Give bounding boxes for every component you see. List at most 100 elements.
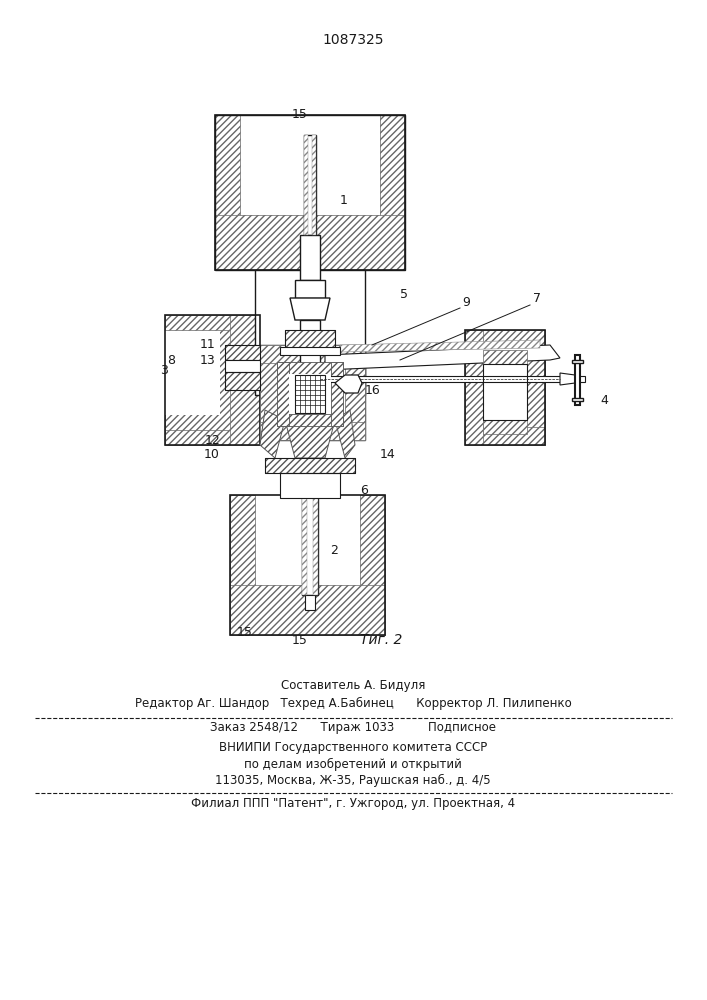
Bar xyxy=(295,375,325,413)
Bar xyxy=(215,115,240,270)
Bar xyxy=(300,320,320,390)
Bar xyxy=(255,270,277,395)
Text: 4: 4 xyxy=(600,393,608,406)
Text: 15: 15 xyxy=(237,626,253,639)
Text: Филиал ППП "Патент", г. Ужгород, ул. Проектная, 4: Филиал ППП "Патент", г. Ужгород, ул. Про… xyxy=(191,796,515,810)
Text: Заказ 2548/12      Тираж 1033         Подписное: Заказ 2548/12 Тираж 1033 Подписное xyxy=(210,722,496,734)
Text: 1087325: 1087325 xyxy=(322,33,384,47)
Bar xyxy=(230,495,255,635)
Bar xyxy=(313,420,318,595)
Bar xyxy=(277,290,343,375)
Bar xyxy=(165,430,260,445)
Bar xyxy=(225,372,260,390)
Text: 13: 13 xyxy=(199,354,215,366)
Text: 14: 14 xyxy=(380,448,396,462)
Text: 8: 8 xyxy=(167,354,175,366)
Text: 5: 5 xyxy=(400,288,408,302)
Polygon shape xyxy=(335,375,362,393)
Bar xyxy=(260,345,280,440)
Text: 9: 9 xyxy=(462,296,470,308)
Bar xyxy=(265,458,355,473)
Bar xyxy=(304,135,316,235)
Bar xyxy=(465,330,545,445)
Bar xyxy=(215,115,405,270)
Bar xyxy=(295,280,325,298)
Bar xyxy=(225,372,260,390)
Bar xyxy=(345,345,365,440)
Text: 15: 15 xyxy=(292,634,308,647)
Bar xyxy=(277,362,289,426)
Text: 1: 1 xyxy=(340,194,348,207)
Text: 16: 16 xyxy=(365,383,381,396)
Bar xyxy=(255,270,365,290)
Bar xyxy=(277,414,343,426)
Bar xyxy=(572,398,583,401)
Bar xyxy=(302,420,318,595)
Bar xyxy=(285,330,335,348)
Bar xyxy=(225,345,260,360)
Bar xyxy=(360,495,385,635)
Text: Τиг. 2: Τиг. 2 xyxy=(360,633,402,647)
Bar xyxy=(255,270,365,395)
Text: ВНИИПИ Государственного комитета СССР: ВНИИПИ Государственного комитета СССР xyxy=(219,742,487,754)
Bar xyxy=(483,364,527,420)
Bar xyxy=(312,135,316,235)
Bar xyxy=(265,458,355,473)
Text: по делам изобретений и открытий: по делам изобретений и открытий xyxy=(244,757,462,771)
Bar xyxy=(302,420,307,595)
Polygon shape xyxy=(260,345,365,440)
Bar xyxy=(165,315,260,330)
Text: 11: 11 xyxy=(199,338,215,352)
Bar xyxy=(465,330,545,445)
Bar xyxy=(277,362,343,374)
Bar xyxy=(483,350,527,364)
Bar xyxy=(230,495,385,635)
Bar xyxy=(215,115,405,270)
Bar xyxy=(575,355,580,405)
Bar xyxy=(289,374,331,414)
Text: Составитель А. Бидуля: Составитель А. Бидуля xyxy=(281,678,425,692)
Bar xyxy=(305,595,315,610)
Bar xyxy=(343,270,365,395)
Bar xyxy=(165,315,260,445)
Bar xyxy=(331,362,343,426)
Text: 7: 7 xyxy=(533,292,541,304)
Bar xyxy=(465,330,483,445)
Bar xyxy=(230,315,260,445)
Bar xyxy=(255,375,365,395)
Bar xyxy=(260,345,365,363)
Bar xyxy=(465,330,545,348)
Text: 6: 6 xyxy=(360,484,368,496)
Bar xyxy=(255,495,360,585)
Text: 12: 12 xyxy=(204,434,220,446)
Text: 10: 10 xyxy=(204,448,220,462)
Polygon shape xyxy=(560,373,575,385)
Bar xyxy=(165,315,260,445)
Bar xyxy=(280,347,340,355)
Polygon shape xyxy=(260,410,285,458)
Text: Редактор Аг. Шандор   Техред А.Бабинец      Корректор Л. Пилипенко: Редактор Аг. Шандор Техред А.Бабинец Кор… xyxy=(134,696,571,710)
Bar xyxy=(572,360,583,363)
Bar xyxy=(320,376,585,382)
Bar xyxy=(225,360,260,372)
Polygon shape xyxy=(325,345,560,370)
Bar xyxy=(285,330,335,348)
Polygon shape xyxy=(340,340,540,352)
Bar xyxy=(230,495,385,635)
Text: 113035, Москва, Ж-35, Раушская наб., д. 4/5: 113035, Москва, Ж-35, Раушская наб., д. … xyxy=(215,773,491,787)
Bar xyxy=(483,420,527,434)
Bar xyxy=(280,473,340,498)
Bar xyxy=(260,422,365,440)
Bar xyxy=(215,115,405,270)
Bar xyxy=(230,585,385,635)
Bar xyxy=(280,473,340,498)
Bar xyxy=(380,115,405,270)
Polygon shape xyxy=(285,420,335,458)
Bar xyxy=(483,364,527,420)
Polygon shape xyxy=(290,298,330,320)
Bar xyxy=(304,135,308,235)
Bar xyxy=(300,235,320,280)
Bar xyxy=(215,215,405,270)
Text: 15: 15 xyxy=(292,108,308,121)
Polygon shape xyxy=(335,410,355,458)
